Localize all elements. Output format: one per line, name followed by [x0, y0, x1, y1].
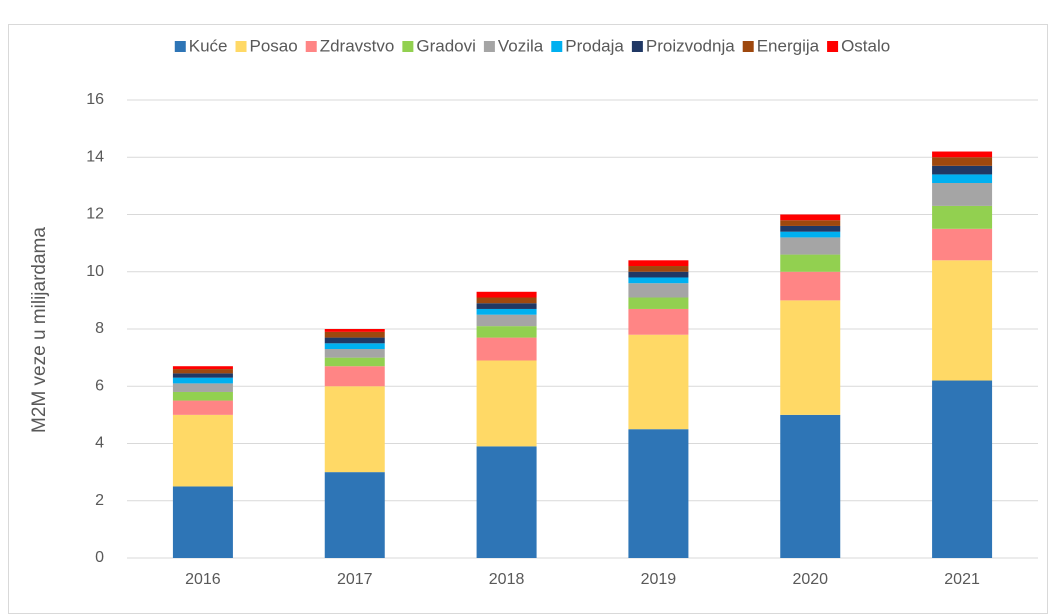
- legend-label: Kuće: [189, 36, 228, 55]
- bar-segment: [476, 297, 537, 304]
- bar-segment: [324, 349, 385, 358]
- y-tick-label: 2: [95, 492, 104, 509]
- bar-segment: [628, 277, 689, 284]
- legend-label: Posao: [250, 36, 298, 55]
- bar-segment: [324, 331, 385, 338]
- legend-swatch: [402, 41, 414, 52]
- bar-segment: [628, 297, 689, 309]
- bar-segment: [628, 271, 689, 278]
- legend-swatch: [305, 41, 317, 52]
- bar-segment: [780, 271, 841, 301]
- y-tick-label: 14: [86, 148, 104, 165]
- bar-segment: [780, 225, 841, 232]
- y-tick-label: 12: [86, 206, 104, 223]
- legend-label: Energija: [757, 36, 820, 55]
- legend-label: Proizvodnja: [646, 36, 735, 55]
- bar-segment: [476, 308, 537, 315]
- bar-segment: [628, 334, 689, 430]
- bar-segment: [172, 369, 233, 374]
- bar-segment: [932, 157, 993, 166]
- bar-segment: [628, 308, 689, 335]
- x-tick-label: 2016: [185, 571, 221, 588]
- x-tick-label: 2017: [337, 571, 373, 588]
- legend-label: Gradovi: [416, 36, 476, 55]
- bar-segment: [172, 383, 233, 392]
- bar-segment: [476, 326, 537, 338]
- bar-segment: [476, 303, 537, 309]
- bar-segment: [780, 414, 841, 558]
- legend-swatch: [174, 41, 186, 52]
- bar-segment: [932, 205, 993, 229]
- legend-swatch: [551, 41, 563, 52]
- bar-segment: [172, 414, 233, 487]
- bar-segment: [324, 343, 385, 350]
- bar-segment: [476, 446, 537, 558]
- bar-segment: [324, 357, 385, 367]
- y-tick-label: 6: [95, 377, 104, 394]
- bar-segment: [324, 472, 385, 558]
- bar-segment: [324, 366, 385, 387]
- bar-segment: [172, 377, 233, 384]
- legend-swatch: [235, 41, 247, 52]
- bar-segment: [324, 386, 385, 473]
- x-tick-label: 2018: [489, 571, 525, 588]
- bar-segment: [324, 337, 385, 344]
- y-axis-label: M2M veze u milijardama: [29, 227, 50, 433]
- y-tick-label: 16: [86, 91, 104, 108]
- bar-segment: [172, 366, 233, 370]
- y-tick-label: 10: [86, 263, 104, 280]
- x-tick-label: 2019: [641, 571, 677, 588]
- bar-segment: [172, 486, 233, 558]
- bar-segment: [932, 260, 993, 381]
- bar-segment: [932, 151, 993, 158]
- legend-label: Prodaja: [565, 36, 624, 55]
- bar-segment: [476, 314, 537, 327]
- bar-segment: [780, 254, 841, 272]
- bar-segment: [172, 391, 233, 401]
- legend-swatch: [483, 41, 495, 52]
- bar-segment: [628, 266, 689, 272]
- legend-label: Zdravstvo: [320, 36, 395, 55]
- bar-segment: [172, 373, 233, 378]
- bar-segment: [324, 329, 385, 332]
- bar-segment: [628, 429, 689, 558]
- bar-segment: [932, 183, 993, 206]
- legend-swatch: [742, 41, 754, 52]
- legend-swatch: [827, 41, 839, 52]
- y-tick-label: 0: [95, 549, 104, 566]
- bar-segment: [780, 214, 841, 221]
- legend-label: Ostalo: [841, 36, 890, 55]
- legend-label: Vozila: [498, 36, 544, 55]
- bar-segment: [780, 237, 841, 255]
- bar-segment: [476, 337, 537, 361]
- bar-segment: [628, 260, 689, 267]
- bar-segment: [932, 228, 993, 261]
- x-tick-label: 2020: [792, 571, 828, 588]
- x-tick-label: 2021: [944, 571, 980, 588]
- bar-segment: [932, 380, 993, 558]
- bar-segment: [172, 400, 233, 415]
- bar-segment: [932, 174, 993, 184]
- bar-segment: [780, 231, 841, 238]
- bar-segment: [476, 291, 537, 298]
- bar-segment: [780, 220, 841, 226]
- bar-segment: [628, 283, 689, 298]
- bar-segment: [932, 165, 993, 175]
- legend-swatch: [631, 41, 643, 52]
- bar-segment: [476, 360, 537, 447]
- y-tick-label: 8: [95, 320, 104, 337]
- y-tick-label: 4: [95, 435, 104, 452]
- bar-segment: [780, 300, 841, 415]
